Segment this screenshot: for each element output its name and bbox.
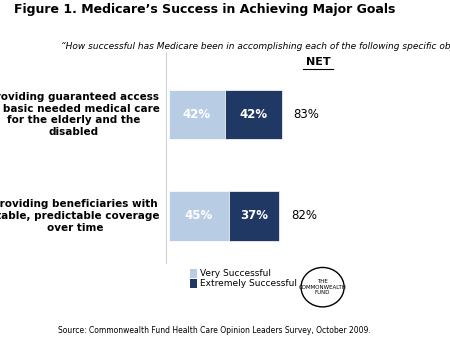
Text: 37%: 37% xyxy=(240,210,268,222)
Text: 42%: 42% xyxy=(183,108,211,121)
Text: Figure 1. Medicare’s Success in Achieving Major Goals: Figure 1. Medicare’s Success in Achievin… xyxy=(14,3,395,16)
Text: NET: NET xyxy=(306,57,330,67)
Text: Providing guaranteed access
to basic needed medical care
for the elderly and the: Providing guaranteed access to basic nee… xyxy=(0,92,160,137)
Text: THE
COMMONWEALTH
FUND: THE COMMONWEALTH FUND xyxy=(299,279,346,295)
FancyBboxPatch shape xyxy=(189,269,197,277)
Text: Providing beneficiaries with
stable, predictable coverage
over time: Providing beneficiaries with stable, pre… xyxy=(0,199,160,233)
Text: 82%: 82% xyxy=(291,210,317,222)
FancyBboxPatch shape xyxy=(229,191,279,241)
Text: 42%: 42% xyxy=(239,108,267,121)
FancyBboxPatch shape xyxy=(225,90,282,139)
Text: “How successful has Medicare been in accomplishing each of the following specifi: “How successful has Medicare been in acc… xyxy=(61,42,450,51)
Text: Very Successful: Very Successful xyxy=(200,269,271,278)
FancyBboxPatch shape xyxy=(169,90,225,139)
Text: 83%: 83% xyxy=(293,108,320,121)
FancyBboxPatch shape xyxy=(189,279,197,288)
FancyBboxPatch shape xyxy=(169,191,229,241)
Text: Source: Commonwealth Fund Health Care Opinion Leaders Survey, October 2009.: Source: Commonwealth Fund Health Care Op… xyxy=(58,325,371,335)
Text: Extremely Successful: Extremely Successful xyxy=(200,279,297,288)
Text: 45%: 45% xyxy=(185,210,213,222)
